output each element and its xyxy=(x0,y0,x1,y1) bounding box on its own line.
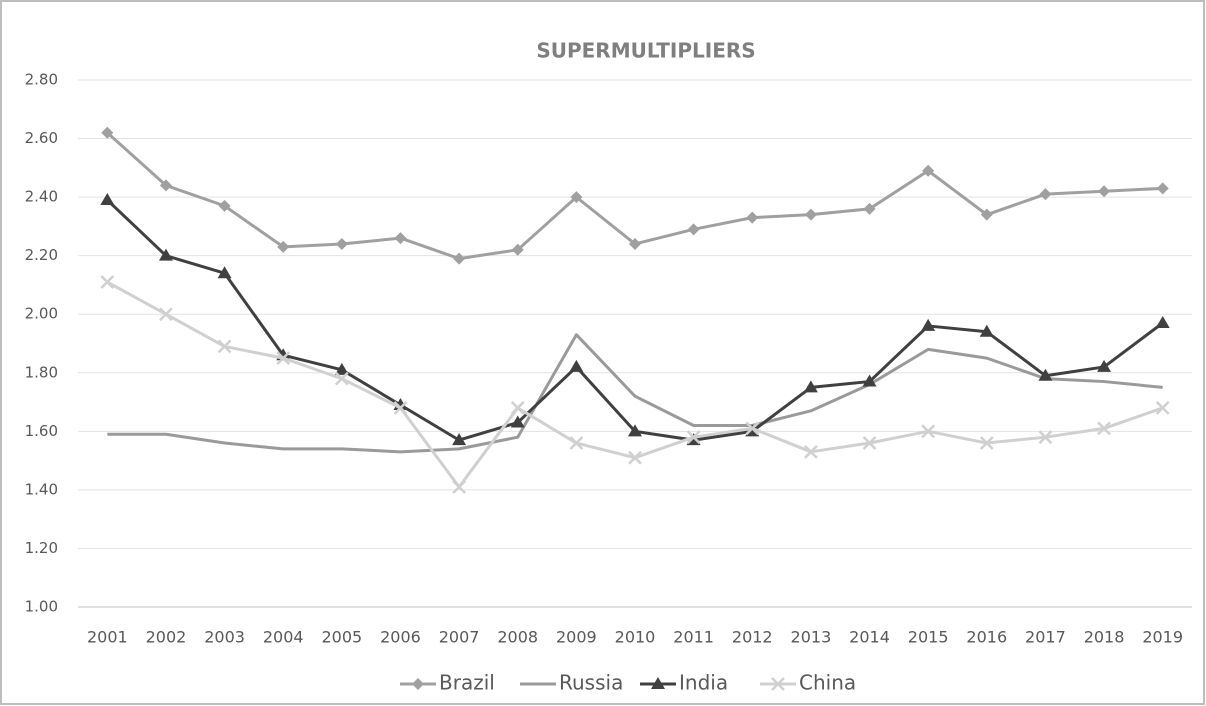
data-point xyxy=(510,401,525,415)
legend-label: Russia xyxy=(559,671,623,695)
data-point xyxy=(804,444,818,459)
data-point xyxy=(803,380,818,393)
data-point xyxy=(979,324,994,337)
x-tick-label: 2016 xyxy=(966,628,1007,647)
data-point xyxy=(686,430,701,445)
x-tick-label: 2009 xyxy=(556,628,597,647)
x-tick-label: 2013 xyxy=(791,628,832,647)
data-point xyxy=(158,248,173,261)
data-point xyxy=(570,191,583,204)
x-tick-label: 2018 xyxy=(1084,628,1125,647)
data-point xyxy=(922,164,935,177)
data-point xyxy=(1155,401,1170,415)
data-point xyxy=(452,433,467,446)
data-point xyxy=(687,223,700,236)
x-tick-label: 2019 xyxy=(1142,628,1183,647)
y-tick-label: 1.80 xyxy=(25,363,58,381)
legend-marker xyxy=(412,678,424,690)
x-tick-label: 2017 xyxy=(1025,628,1066,647)
data-point xyxy=(334,362,349,375)
x-tick-label: 2005 xyxy=(321,628,362,647)
x-tick-label: 2008 xyxy=(497,628,538,647)
data-point xyxy=(569,359,584,372)
legend-label: Brazil xyxy=(439,671,495,695)
data-point xyxy=(1097,421,1111,436)
data-point xyxy=(159,307,173,322)
data-point xyxy=(745,421,760,436)
data-point xyxy=(217,339,232,354)
data-point xyxy=(1156,182,1169,195)
data-point xyxy=(218,199,231,212)
y-tick-label: 1.20 xyxy=(25,539,58,557)
x-tick-label: 2010 xyxy=(615,628,656,647)
data-point xyxy=(1097,359,1112,372)
data-point xyxy=(511,243,524,256)
data-point xyxy=(628,450,642,465)
y-tick-label: 2.40 xyxy=(25,188,58,206)
data-point xyxy=(101,126,114,139)
data-point xyxy=(1038,430,1053,445)
data-point xyxy=(159,179,172,192)
data-point xyxy=(334,371,349,386)
x-tick-label: 2012 xyxy=(732,628,773,647)
y-tick-label: 2.00 xyxy=(25,305,58,323)
data-point xyxy=(453,252,466,265)
x-tick-label: 2003 xyxy=(204,628,245,647)
data-point xyxy=(746,211,759,224)
data-point xyxy=(921,318,936,331)
legend-marker xyxy=(771,677,785,691)
x-tick-label: 2011 xyxy=(673,628,714,647)
data-point xyxy=(863,202,876,215)
y-tick-label: 2.60 xyxy=(25,129,58,147)
data-point xyxy=(1155,316,1170,329)
y-tick-label: 1.60 xyxy=(25,422,58,440)
series-line xyxy=(107,333,1163,454)
data-point xyxy=(1098,185,1111,198)
data-point xyxy=(862,436,877,450)
x-tick-label: 2015 xyxy=(908,628,949,647)
data-point xyxy=(629,237,641,250)
data-point xyxy=(100,275,115,289)
x-tick-label: 2004 xyxy=(263,628,304,647)
data-point xyxy=(1038,368,1053,381)
y-tick-label: 2.80 xyxy=(25,71,58,89)
data-point xyxy=(510,415,525,428)
x-tick-label: 2007 xyxy=(439,628,480,647)
x-tick-label: 2001 xyxy=(87,628,128,647)
legend-label: India xyxy=(679,671,728,695)
data-point xyxy=(1039,188,1052,201)
data-point xyxy=(394,232,407,245)
x-tick-label: 2002 xyxy=(146,628,187,647)
data-point xyxy=(862,374,877,387)
legend-label: China xyxy=(799,671,856,695)
data-point xyxy=(979,436,994,450)
data-point xyxy=(569,436,584,450)
x-tick-label: 2006 xyxy=(380,628,421,647)
data-point xyxy=(921,424,936,439)
data-point xyxy=(277,240,290,253)
y-tick-label: 1.40 xyxy=(25,480,58,498)
data-point xyxy=(393,401,408,415)
data-point xyxy=(628,424,642,437)
data-point xyxy=(100,193,115,206)
data-point xyxy=(335,237,348,250)
data-point xyxy=(804,208,817,221)
x-tick-label: 2014 xyxy=(849,628,890,647)
data-point xyxy=(276,351,291,366)
data-point xyxy=(217,266,232,279)
y-tick-label: 2.20 xyxy=(25,246,58,264)
data-point xyxy=(452,480,466,494)
data-point xyxy=(980,208,993,221)
legend-marker xyxy=(651,677,665,689)
chart-title: SUPERMULTIPLIERS xyxy=(536,39,755,63)
y-tick-label: 1.00 xyxy=(25,598,58,616)
